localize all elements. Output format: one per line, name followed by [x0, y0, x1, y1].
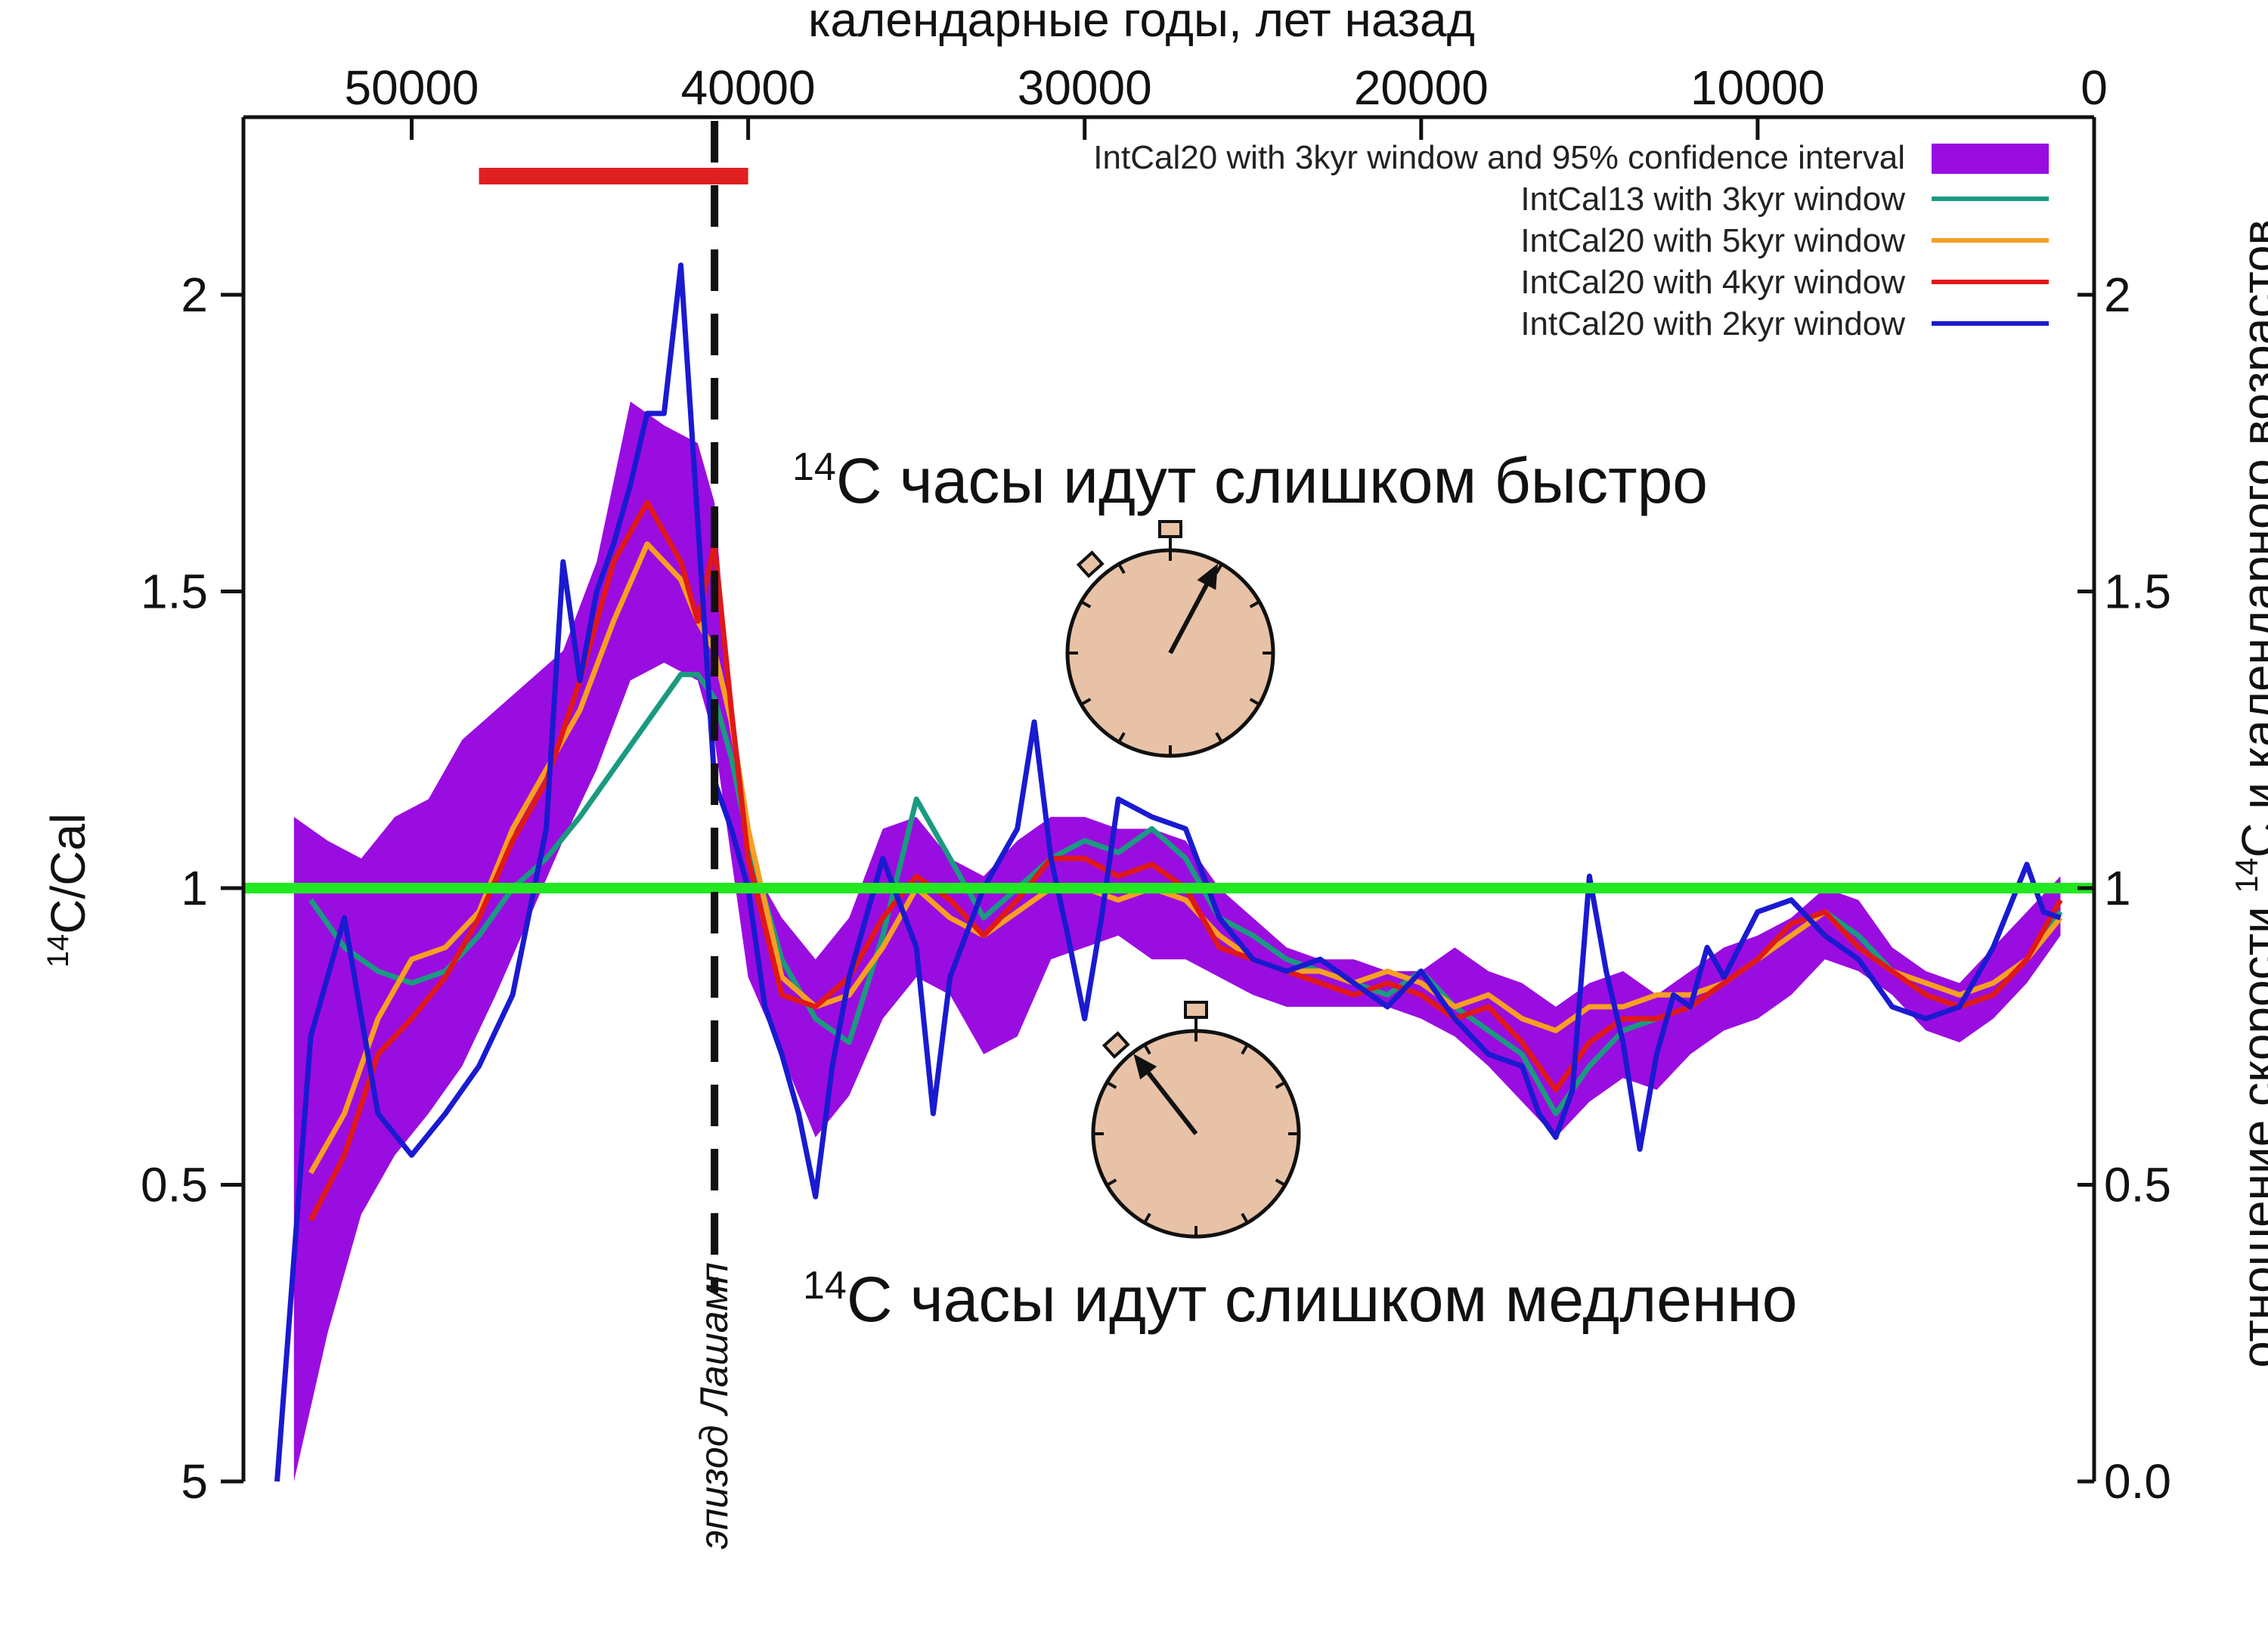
legend-swatch	[1932, 144, 2049, 174]
right-tick-label: 0.5	[2104, 1158, 2171, 1212]
right-y-ticks: 0.0 0.5 1 1.5 2	[2077, 268, 2171, 1509]
annotation-slow: 14C часы идут слишком медленно	[803, 1264, 1797, 1335]
right-tick-label: 2	[2104, 268, 2131, 322]
left-tick-label: 1	[181, 861, 208, 915]
axes	[241, 115, 2096, 1481]
series-intcal20-2kyr	[274, 262, 2062, 1482]
right-tick-label: 1	[2104, 861, 2131, 915]
stopwatch-fast-icon	[1065, 520, 1275, 758]
legend-label: IntCal20 with 5kyr window	[1520, 222, 1905, 259]
legend: IntCal20 with 3kyr window and 95% confid…	[1093, 139, 2049, 342]
legend-label: IntCal20 with 4kyr window	[1520, 264, 1905, 301]
x-tick-label: 30000	[1018, 60, 1152, 115]
legend-label: IntCal20 with 2kyr window	[1520, 305, 1905, 342]
right-y-axis-title: отношение скорости 14C и календарного во…	[2229, 219, 2268, 1367]
x-tick-label: 10000	[1690, 60, 1825, 115]
right-tick-label: 1.5	[2104, 565, 2171, 619]
x-tick-label: 50000	[345, 60, 479, 115]
left-tick-label: 5	[181, 1454, 208, 1509]
legend-label: IntCal13 with 3kyr window	[1520, 181, 1905, 218]
annotation-fast: 14C часы идут слишком быстро	[792, 445, 1708, 516]
legend-label: IntCal20 with 3kyr window and 95% confid…	[1093, 139, 1905, 176]
confidence-band	[293, 401, 2061, 1481]
series-intcal20-4kyr	[308, 500, 2063, 1222]
x-tick-label: 40000	[681, 60, 816, 115]
left-tick-label: 0.5	[141, 1158, 208, 1212]
left-tick-label: 2	[181, 268, 208, 322]
left-y-axis-title: 14C/Cal	[41, 813, 95, 968]
x-tick-label: 0	[2081, 60, 2108, 115]
left-y-ticks: 5 0.5 1 1.5 2	[141, 268, 243, 1509]
x-ticks: 50000 40000 30000 20000 10000 0	[345, 60, 2108, 140]
x-axis-title: календарные годы, лет назад	[808, 0, 1475, 47]
right-tick-label: 0.0	[2104, 1454, 2171, 1509]
stopwatch-slow-icon	[1091, 1001, 1301, 1239]
x-tick-label: 20000	[1354, 60, 1489, 115]
laschamp-label: эпизод Лашамп	[692, 1262, 736, 1549]
left-tick-label: 1.5	[141, 565, 208, 619]
